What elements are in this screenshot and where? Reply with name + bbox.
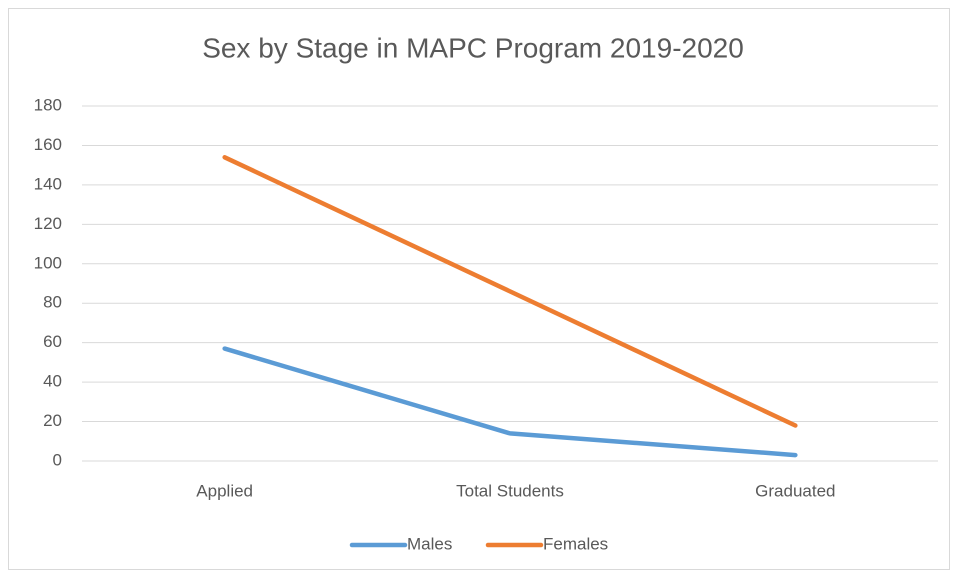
y-tick-label: 40 [43, 372, 62, 391]
y-tick-label: 140 [34, 174, 62, 193]
x-tick-label: Graduated [755, 481, 835, 500]
chart-border [8, 8, 950, 570]
y-tick-label: 120 [34, 214, 62, 233]
legend-label: Females [543, 534, 608, 553]
y-tick-label: 180 [34, 95, 62, 114]
y-tick-label: 0 [53, 450, 62, 469]
y-tick-label: 60 [43, 332, 62, 351]
x-tick-label: Applied [196, 481, 253, 500]
y-tick-label: 20 [43, 411, 62, 430]
chart-title: Sex by Stage in MAPC Program 2019-2020 [202, 32, 744, 63]
data-line [222, 155, 798, 428]
data-line [222, 346, 798, 458]
y-tick-label: 160 [34, 135, 62, 154]
x-tick-label: Total Students [456, 481, 564, 500]
y-tick-label: 100 [34, 253, 62, 272]
y-tick-label: 80 [43, 293, 62, 312]
legend-label: Males [407, 534, 452, 553]
